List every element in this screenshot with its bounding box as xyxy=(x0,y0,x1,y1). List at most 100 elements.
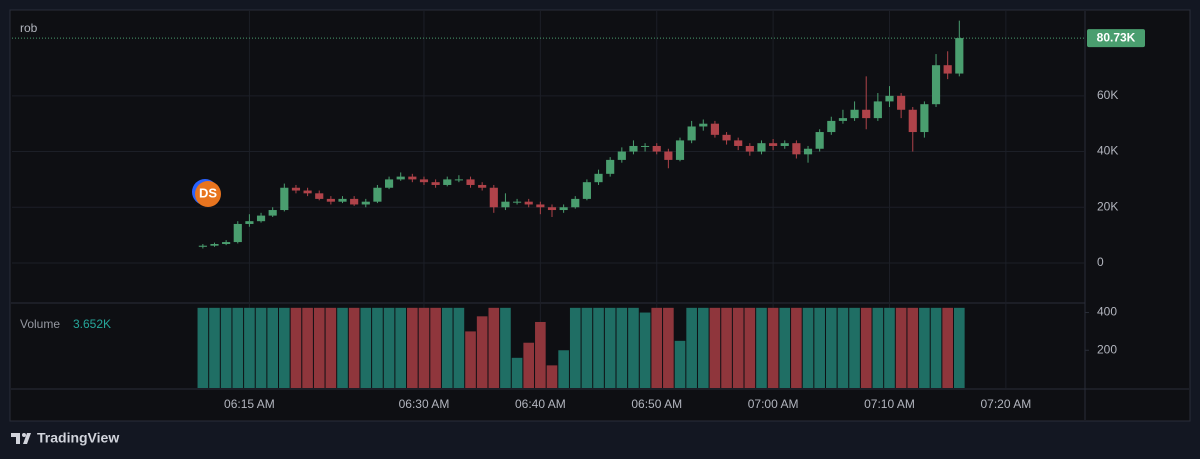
volume-bar xyxy=(511,357,523,388)
x-tick-label: 07:00 AM xyxy=(748,397,799,411)
volume-bar xyxy=(325,307,337,388)
last-price-label: 80.73K xyxy=(1097,30,1136,44)
volume-bar xyxy=(290,307,302,388)
y-tick-label: 0 xyxy=(1097,255,1104,269)
candle-body xyxy=(291,187,301,191)
candle-body xyxy=(571,198,580,208)
volume-bar xyxy=(674,340,686,388)
volume-bar xyxy=(569,307,581,388)
candle-body xyxy=(815,132,824,149)
x-tick-label: 07:10 AM xyxy=(864,397,915,411)
marker-text: DS xyxy=(199,185,217,200)
volume-bar xyxy=(651,307,663,388)
candle-body xyxy=(222,242,231,245)
volume-bar xyxy=(360,307,372,388)
candle-body xyxy=(513,201,522,203)
volume-bar xyxy=(407,307,418,388)
candle-body xyxy=(466,179,475,185)
volume-bar xyxy=(453,307,465,388)
candle-body xyxy=(489,187,498,208)
volume-bar xyxy=(919,307,930,388)
volume-bar xyxy=(302,307,313,388)
volume-bar xyxy=(744,307,756,388)
volume-bar xyxy=(372,307,383,388)
candle-body xyxy=(384,179,394,188)
candle-body xyxy=(908,109,917,133)
volume-bar xyxy=(535,321,546,388)
candle-body xyxy=(315,193,324,199)
candle-body xyxy=(710,123,719,135)
x-tick-label: 06:50 AM xyxy=(631,397,682,411)
last-price-box xyxy=(1087,29,1145,48)
candle-body xyxy=(838,118,848,121)
candle-body xyxy=(245,221,254,224)
volume-bar xyxy=(581,307,593,388)
volume-label: Volume xyxy=(20,317,60,331)
y-tick-label: 20K xyxy=(1097,199,1118,213)
candle-body xyxy=(326,198,335,202)
candle-body xyxy=(885,95,894,102)
volume-bar xyxy=(383,307,395,388)
volume-bar xyxy=(884,307,895,388)
marker-badge xyxy=(195,181,221,207)
candle-body xyxy=(408,176,417,180)
volume-bar xyxy=(279,307,290,388)
volume-bar xyxy=(197,307,209,388)
volume-bar xyxy=(348,307,360,388)
candle-body xyxy=(827,120,836,133)
volume-bar xyxy=(476,316,488,388)
candle-body xyxy=(478,184,487,188)
y-tick-label: 60K xyxy=(1097,88,1118,102)
candle-body xyxy=(792,143,801,155)
candle-body xyxy=(652,145,661,152)
candle-body xyxy=(617,151,626,160)
volume-bar xyxy=(825,307,837,388)
volume-bar xyxy=(267,307,279,388)
candle-body xyxy=(594,173,603,183)
candle-body xyxy=(664,151,673,160)
x-tick-label: 06:40 AM xyxy=(515,397,566,411)
candle-body xyxy=(687,126,696,141)
candle-body xyxy=(931,65,941,105)
volume-bar xyxy=(686,307,697,388)
candle-body xyxy=(373,187,382,202)
candle-body xyxy=(303,190,312,194)
volume-bar xyxy=(849,307,860,388)
y-tick-label: 40K xyxy=(1097,144,1118,158)
candle-body xyxy=(582,182,591,199)
volume-bar xyxy=(244,307,255,388)
volume-tick-label: 200 xyxy=(1097,342,1117,356)
candle-body xyxy=(419,179,429,183)
brand-logo[interactable]: TradingView xyxy=(11,430,119,446)
volume-bar xyxy=(907,307,919,388)
x-tick-label: 06:15 AM xyxy=(224,397,275,411)
candle-body xyxy=(350,198,359,205)
volume-bar xyxy=(441,307,453,388)
candle-body xyxy=(338,198,347,202)
candle-body xyxy=(606,159,615,174)
volume-bar xyxy=(546,365,558,388)
candle-body xyxy=(210,244,219,246)
candle-body xyxy=(722,134,731,141)
candle-body xyxy=(547,207,557,211)
event-marker[interactable]: DS xyxy=(192,179,221,207)
marks xyxy=(12,20,1085,388)
candle-body xyxy=(501,201,510,208)
volume-bar xyxy=(337,307,348,388)
candle-body xyxy=(524,201,533,205)
candle-body xyxy=(280,187,289,211)
volume-bar xyxy=(209,307,220,388)
volume-bar xyxy=(814,307,825,388)
volume-bar xyxy=(791,307,802,388)
candle-body xyxy=(233,223,242,243)
volume-bar xyxy=(232,307,244,388)
candle-body xyxy=(955,38,964,74)
candle-body xyxy=(536,204,545,208)
volume-bar xyxy=(558,350,569,388)
x-tick-label: 07:20 AM xyxy=(981,397,1032,411)
volume-bar xyxy=(639,312,651,388)
volume-bar xyxy=(732,307,744,388)
volume-bar xyxy=(709,307,721,388)
candle-body xyxy=(803,148,813,155)
candle-body xyxy=(920,104,929,133)
